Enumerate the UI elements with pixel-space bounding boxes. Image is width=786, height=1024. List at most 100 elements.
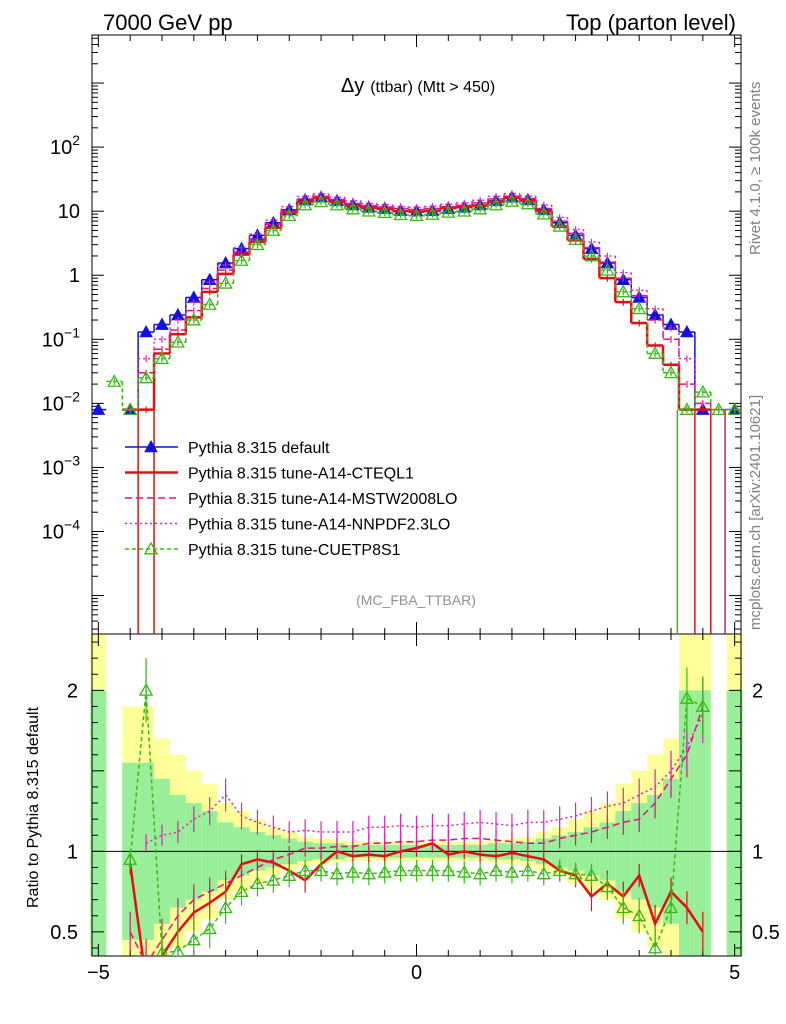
data-point	[425, 207, 440, 220]
y-tick-label: 10	[58, 201, 80, 223]
upper-series	[92, 190, 741, 634]
band-inner-38	[694, 690, 711, 956]
analysis-id: (MC_FBA_TTBAR)	[356, 592, 476, 608]
data-point	[488, 197, 504, 211]
ratio-point	[345, 864, 360, 878]
y-tick-label: 10−3	[42, 452, 80, 479]
ratio-point	[695, 699, 710, 712]
header-left: 7000 GeV pp	[103, 10, 233, 35]
ratio-y-tick-label: 2	[67, 680, 78, 702]
legend-label-3: Pythia 8.315 tune-A14-NNPDF2.3LO	[188, 517, 450, 534]
series-line-2	[122, 195, 741, 411]
ratio-point	[616, 900, 631, 914]
data-point	[695, 384, 710, 398]
data-point	[107, 374, 122, 387]
data-point	[680, 324, 694, 338]
axis-tick-labels: −5 0 5 102 10 1 10−1 10−2 10−3 10−4 2 2 1 1 0.5 0.5	[42, 132, 780, 984]
ratio-point	[425, 863, 440, 877]
data-point	[504, 194, 520, 207]
uncertainty-bands	[90, 634, 743, 956]
header-right: Top (parton level)	[566, 10, 736, 35]
ratio-point	[504, 864, 520, 878]
series-line-4	[106, 200, 741, 411]
data-point	[345, 201, 360, 215]
ratio-point	[441, 863, 456, 877]
y-tick-label: 10−2	[42, 388, 80, 415]
series-line-1	[122, 196, 711, 411]
legend-label-0: Pythia 8.315 default	[188, 440, 330, 457]
ratio-point	[584, 868, 599, 881]
ratio-point	[377, 864, 392, 878]
ratio-point	[171, 943, 185, 956]
ratio-point	[218, 900, 233, 914]
ratio-ylabel: Ratio to Pythia 8.315 default	[25, 706, 42, 908]
data-point	[600, 262, 615, 276]
ratio-point	[202, 921, 217, 935]
data-point	[711, 402, 726, 416]
ratio-point	[329, 866, 345, 880]
ratio-point	[298, 863, 313, 877]
data-point	[361, 203, 376, 217]
legend-label-4: Pythia 8.315 tune-CUETP8S1	[188, 542, 401, 559]
y-tick-label: 10−4	[42, 516, 80, 543]
data-point	[123, 402, 138, 416]
series-line-0	[92, 196, 741, 411]
ratio-point	[234, 884, 249, 898]
ratio-point	[186, 932, 201, 946]
ratio-point	[361, 866, 376, 880]
ratio-point	[488, 863, 504, 877]
legend-marker-4	[143, 541, 159, 555]
data-point	[250, 237, 265, 251]
data-point	[457, 203, 472, 217]
ratio-y-tick-label-right: 1	[752, 841, 763, 863]
ratio-point	[156, 945, 168, 956]
data-point	[298, 197, 313, 211]
data-point	[584, 248, 599, 262]
ratio-point	[138, 683, 154, 696]
ratio-y-tick-label: 0.5	[50, 922, 78, 944]
data-point	[202, 297, 217, 310]
y-tick-label: 10−1	[42, 324, 80, 351]
series-line-3	[122, 192, 741, 411]
ratio-y-tick-label-right: 0.5	[752, 922, 780, 944]
data-point	[520, 196, 535, 210]
ratio-series	[123, 658, 710, 956]
data-point	[218, 275, 233, 289]
ratio-point	[679, 691, 695, 704]
data-point	[441, 204, 456, 218]
data-point	[409, 208, 424, 222]
ratio-point	[313, 863, 329, 877]
data-point	[139, 324, 153, 338]
data-point	[727, 402, 741, 416]
ratio-point	[552, 863, 567, 877]
ratio-point	[473, 866, 488, 880]
data-point	[632, 301, 647, 315]
data-point	[616, 284, 631, 298]
title-sub: (ttbar) (Mtt > 450)	[370, 79, 495, 96]
series-2	[122, 192, 741, 414]
ratio-point	[282, 868, 297, 881]
ratio-point	[632, 908, 647, 922]
ratio-point	[600, 879, 615, 893]
data-point	[282, 208, 297, 222]
series-3	[122, 190, 741, 414]
ratio-point	[568, 866, 583, 880]
ratio-point	[250, 876, 265, 889]
ratio-y-tick-label-right: 2	[752, 680, 763, 702]
ratio-point	[520, 863, 535, 877]
title-main: Δy	[341, 75, 364, 97]
ratio-point	[393, 863, 408, 877]
ratio-point	[647, 940, 663, 954]
data-point	[663, 365, 679, 379]
ratio-series-3	[145, 685, 704, 853]
band-inner-0	[90, 690, 107, 956]
x-tick-label: 0	[411, 962, 422, 984]
legend-label-1: Pythia 8.315 tune-A14-CTEQL1	[188, 466, 414, 483]
data-point	[138, 370, 154, 384]
ratio-series-4	[123, 658, 710, 956]
data-point	[266, 223, 281, 236]
data-point	[154, 351, 170, 365]
data-point	[170, 334, 186, 348]
y-tick-label: 1	[69, 265, 80, 287]
